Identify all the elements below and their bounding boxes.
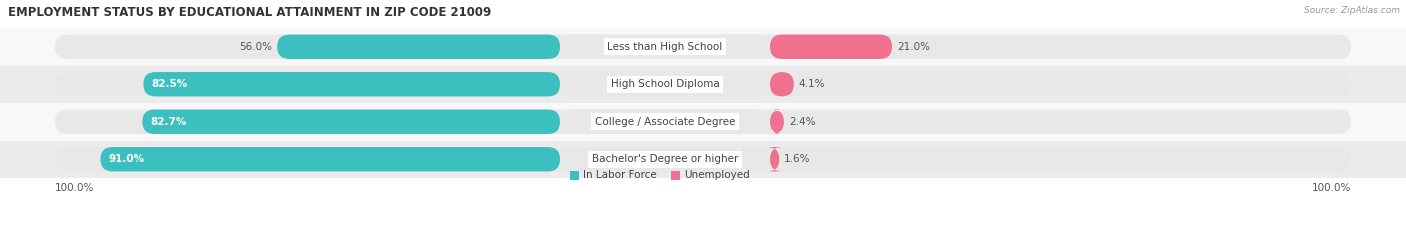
FancyBboxPatch shape <box>55 34 770 59</box>
Text: Source: ZipAtlas.com: Source: ZipAtlas.com <box>1303 6 1400 15</box>
Bar <box>0 103 1406 140</box>
Text: College / Associate Degree: College / Associate Degree <box>595 117 735 127</box>
Text: In Labor Force: In Labor Force <box>583 171 657 181</box>
Text: 82.7%: 82.7% <box>150 117 187 127</box>
FancyBboxPatch shape <box>768 147 782 171</box>
Text: High School Diploma: High School Diploma <box>610 79 720 89</box>
Text: EMPLOYMENT STATUS BY EDUCATIONAL ATTAINMENT IN ZIP CODE 21009: EMPLOYMENT STATUS BY EDUCATIONAL ATTAINM… <box>8 6 491 19</box>
FancyBboxPatch shape <box>55 72 770 96</box>
Bar <box>0 140 1406 178</box>
Text: 1.6%: 1.6% <box>785 154 811 164</box>
FancyBboxPatch shape <box>560 147 1351 171</box>
Text: Unemployed: Unemployed <box>683 171 749 181</box>
FancyBboxPatch shape <box>142 110 560 134</box>
Bar <box>569 171 579 180</box>
FancyBboxPatch shape <box>55 110 770 134</box>
FancyBboxPatch shape <box>560 110 1351 134</box>
FancyBboxPatch shape <box>770 110 785 134</box>
FancyBboxPatch shape <box>277 34 560 59</box>
FancyBboxPatch shape <box>560 72 1351 96</box>
Bar <box>671 171 681 180</box>
Text: 91.0%: 91.0% <box>108 154 145 164</box>
Bar <box>0 65 1406 103</box>
FancyBboxPatch shape <box>560 34 1351 59</box>
Text: 100.0%: 100.0% <box>1312 183 1351 193</box>
FancyBboxPatch shape <box>55 147 770 171</box>
Text: 82.5%: 82.5% <box>152 79 187 89</box>
Text: 2.4%: 2.4% <box>789 117 815 127</box>
Text: 100.0%: 100.0% <box>55 183 94 193</box>
FancyBboxPatch shape <box>100 147 560 171</box>
FancyBboxPatch shape <box>143 72 560 96</box>
Text: 4.1%: 4.1% <box>799 79 825 89</box>
Text: Less than High School: Less than High School <box>607 42 723 52</box>
FancyBboxPatch shape <box>770 72 794 96</box>
Text: 56.0%: 56.0% <box>239 42 273 52</box>
Text: Bachelor's Degree or higher: Bachelor's Degree or higher <box>592 154 738 164</box>
Bar <box>0 28 1406 65</box>
Text: 21.0%: 21.0% <box>897 42 929 52</box>
FancyBboxPatch shape <box>770 34 891 59</box>
